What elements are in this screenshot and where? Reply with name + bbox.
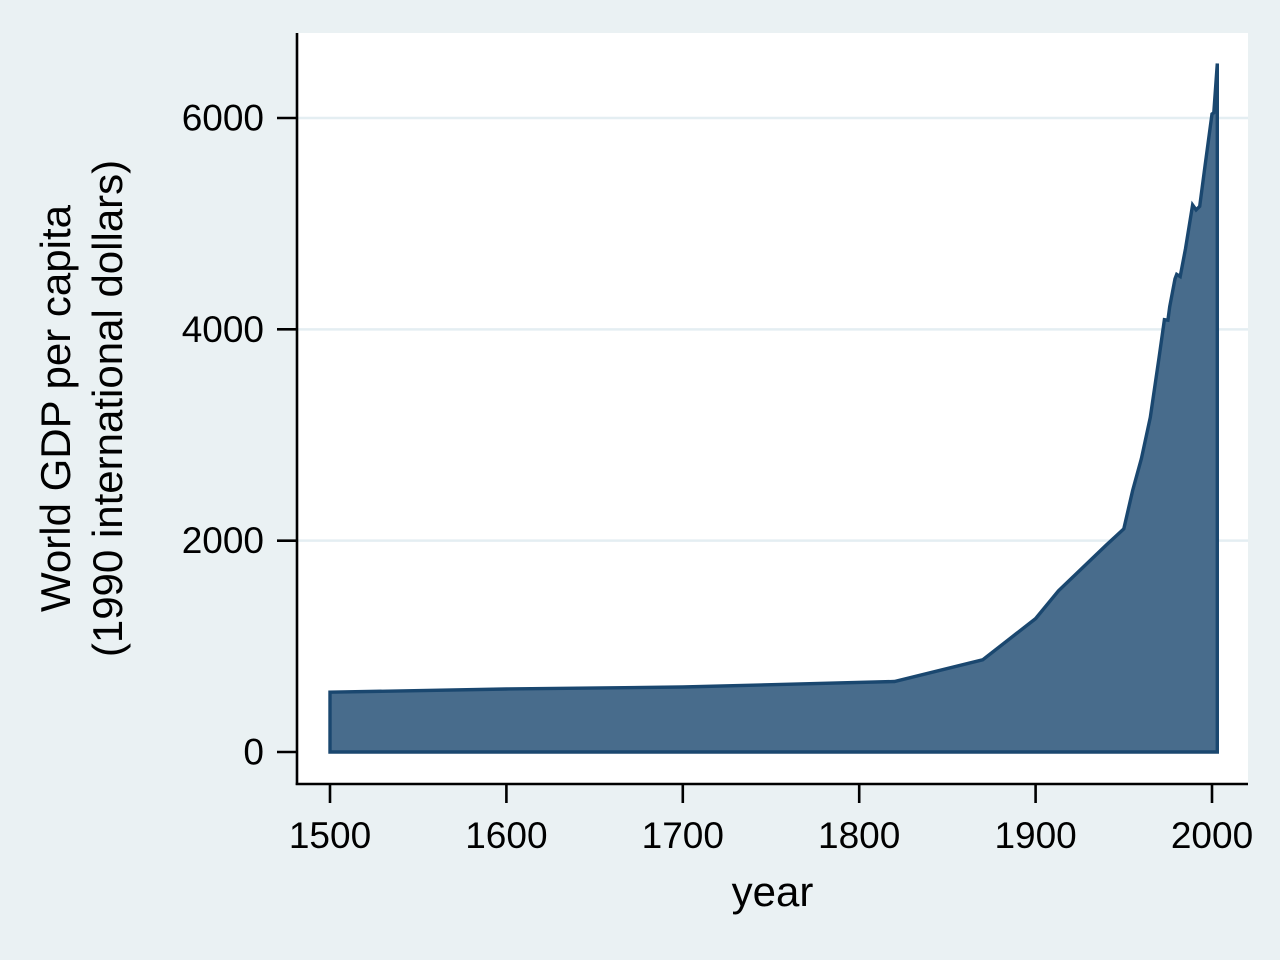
y-tick-label: 2000 (182, 520, 264, 561)
y-axis-title-line: World GDP per capita (32, 204, 79, 612)
gdp-area-series (328, 63, 1219, 754)
y-tick-label: 0 (243, 732, 264, 773)
x-tick-label: 1900 (994, 815, 1076, 856)
x-tick-label: 1500 (289, 815, 371, 856)
x-tick-label: 2000 (1171, 815, 1253, 856)
x-tick-label: 1700 (642, 815, 724, 856)
y-tick-label: 6000 (182, 98, 264, 139)
y-tick-label: 4000 (182, 309, 264, 350)
x-tick-label: 1600 (465, 815, 547, 856)
x-axis-title: year (732, 868, 814, 915)
x-tick-label: 1800 (818, 815, 900, 856)
y-axis-title-line: (1990 international dollars) (84, 160, 131, 657)
